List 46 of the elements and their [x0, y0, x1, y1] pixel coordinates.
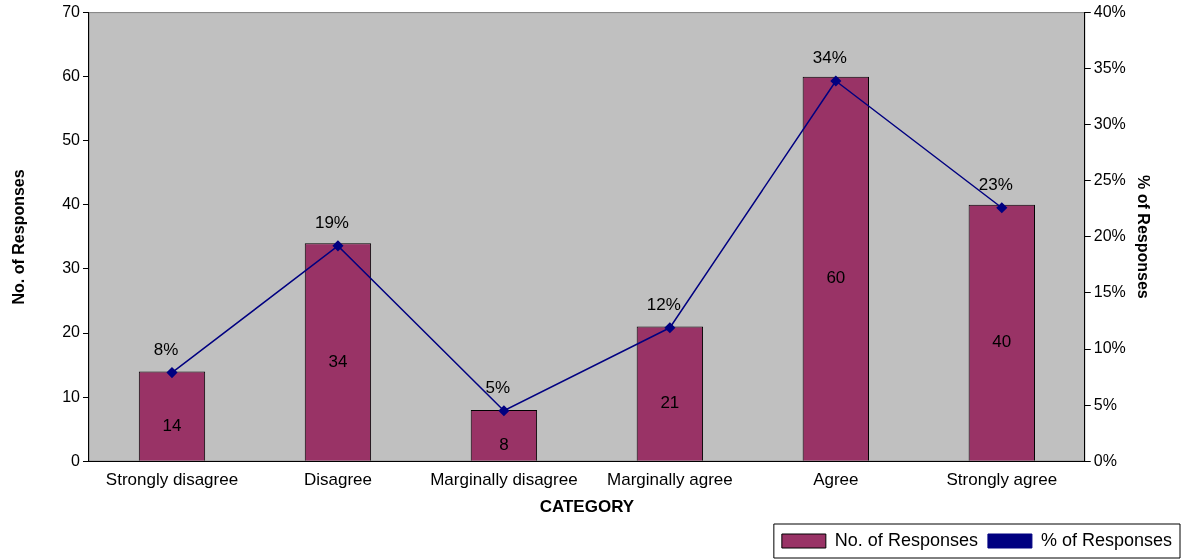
- y-tick-label: 60: [62, 67, 81, 85]
- data-label: 5%: [485, 377, 511, 397]
- y-tick-label: 0: [71, 451, 81, 469]
- data-label: 34: [328, 351, 348, 371]
- x-tick-label: Strongly disagree: [105, 470, 239, 490]
- point: [166, 367, 178, 378]
- y-axis-title: No. of Responses: [10, 169, 28, 305]
- point: [332, 240, 344, 252]
- point: [830, 75, 842, 87]
- x-tick-label: Strongly agree: [946, 470, 1058, 490]
- y-tick-label: 40: [62, 195, 81, 213]
- y2-tick-label: 30%: [1093, 115, 1126, 133]
- data-label: 21: [660, 393, 680, 413]
- data-label: 19%: [314, 213, 349, 233]
- data-label: 23%: [978, 174, 1013, 194]
- y2-tick-label: 35%: [1093, 59, 1126, 77]
- y-tick-label: 70: [62, 3, 81, 21]
- data-label: 8: [499, 435, 509, 454]
- y2-axis-title: % of Responses: [1134, 175, 1152, 299]
- x-tick-label: Marginally agree: [607, 470, 733, 490]
- y2-tick-label: 20%: [1093, 227, 1126, 245]
- data-label: 14: [162, 415, 182, 435]
- data-label: 60: [826, 268, 846, 288]
- y-tick-label: 10: [62, 387, 81, 405]
- point: [498, 405, 510, 416]
- y2-tick-label: 15%: [1093, 283, 1126, 301]
- x-tick-label: Marginally disagree: [430, 470, 578, 490]
- data-label: 40: [992, 332, 1012, 352]
- x-axis-title: CATEGORY: [539, 497, 635, 517]
- y2-tick-label: 40%: [1093, 3, 1126, 21]
- point: [664, 322, 676, 333]
- data-label: 8%: [153, 339, 179, 359]
- y2-tick-label: 5%: [1093, 395, 1117, 413]
- y2-tick-label: 0%: [1093, 451, 1117, 469]
- legend-label: No. of Responses: [834, 529, 978, 550]
- x-tick-label: Agree: [813, 470, 859, 490]
- legend-label: % of Responses: [1040, 529, 1173, 550]
- y-tick-label: 30: [62, 259, 81, 277]
- y-tick-label: 20: [62, 323, 81, 341]
- point: [996, 202, 1008, 213]
- y2-tick-label: 10%: [1093, 339, 1126, 357]
- data-label: 34%: [812, 48, 847, 68]
- y-tick-label: 50: [62, 131, 81, 149]
- x-tick-label: Disagree: [303, 470, 372, 490]
- y2-tick-label: 25%: [1093, 171, 1126, 189]
- data-label: 12%: [646, 294, 681, 314]
